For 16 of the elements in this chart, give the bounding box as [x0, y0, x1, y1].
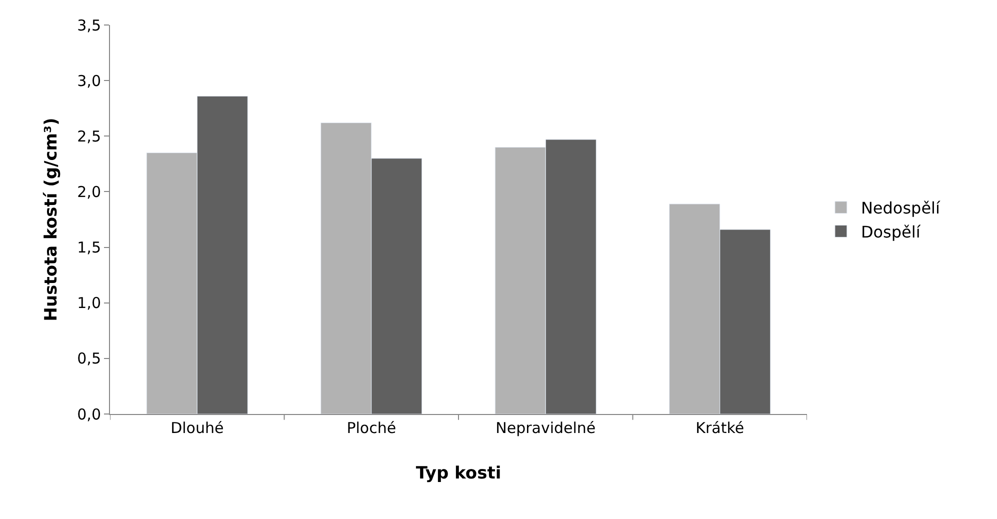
y-tick-label: 0,0	[77, 405, 101, 424]
y-tick-label: 2,0	[77, 182, 101, 201]
y-tick-label: 1,0	[77, 294, 101, 312]
y-tick-label: 1,5	[77, 238, 101, 257]
x-tick-label: Ploché	[346, 419, 396, 437]
x-tick-label: Nepravidelné	[496, 419, 596, 437]
y-axis-title: Hustota kostí (g/cm³)	[42, 118, 62, 322]
x-tick-label: Dlouhé	[170, 419, 224, 437]
y-tick-label: 0,5	[77, 350, 101, 368]
x-tick-label: Krátké	[696, 419, 744, 437]
y-tick-label: 3,5	[77, 16, 101, 34]
legend-label: Dospělí	[860, 222, 921, 242]
y-tick-label: 2,5	[77, 127, 101, 146]
legend-label: Nedospělí	[860, 198, 940, 218]
y-tick-label: 3,0	[77, 72, 101, 90]
x-axis-title: Typ kosti	[416, 463, 502, 484]
